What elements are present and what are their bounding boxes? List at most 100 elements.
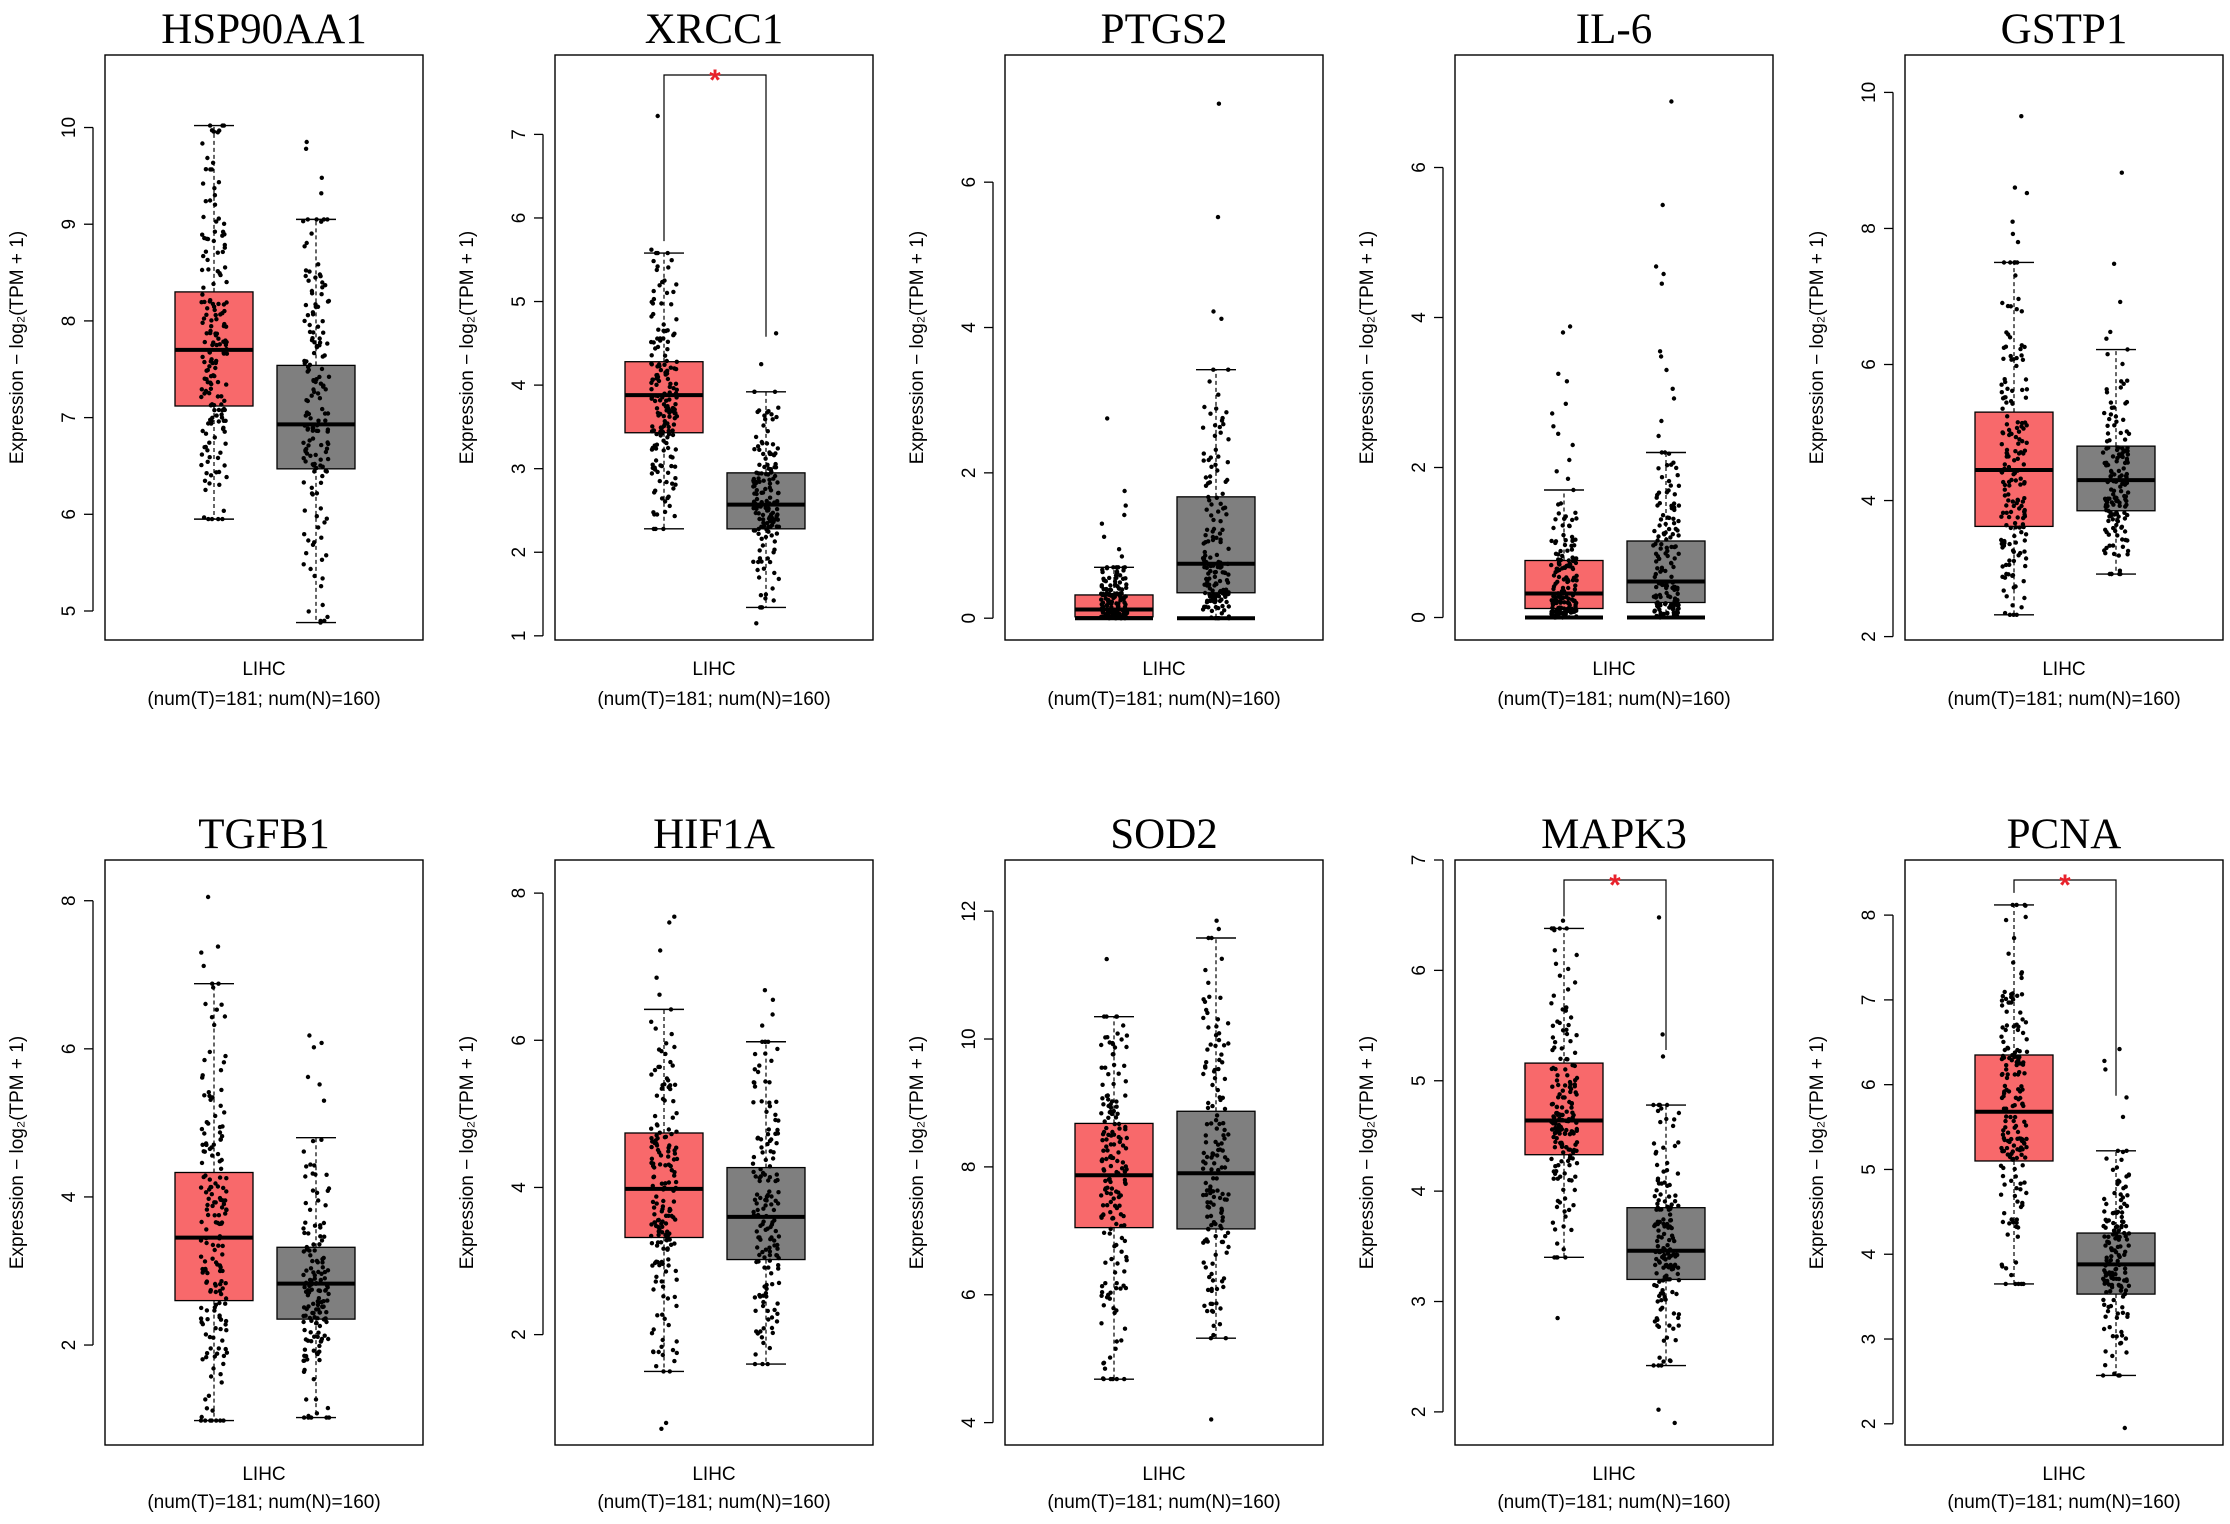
data-point bbox=[769, 1315, 775, 1320]
data-point bbox=[224, 346, 229, 352]
data-point bbox=[1222, 1197, 1228, 1202]
data-point bbox=[1213, 462, 1218, 467]
data-point bbox=[1110, 1042, 1116, 1047]
data-point bbox=[767, 1104, 773, 1109]
data-point bbox=[1663, 568, 1668, 574]
data-point bbox=[1564, 1145, 1569, 1150]
data-point bbox=[2114, 522, 2119, 528]
data-point bbox=[1115, 1031, 1120, 1036]
data-point bbox=[766, 529, 771, 534]
data-point bbox=[208, 1288, 213, 1293]
data-point bbox=[2004, 1114, 2009, 1119]
data-point bbox=[1567, 602, 1572, 608]
x-axis-sublabel: (num(T)=181; num(N)=160) bbox=[597, 1492, 830, 1513]
data-point bbox=[775, 499, 780, 504]
data-point bbox=[2103, 1243, 2108, 1248]
y-axis-label: Expression − log₂(TPM + 1) bbox=[457, 231, 478, 464]
data-point bbox=[208, 374, 214, 379]
data-point bbox=[309, 491, 315, 496]
data-point bbox=[759, 502, 765, 507]
data-point bbox=[310, 1310, 315, 1316]
data-point bbox=[2122, 529, 2128, 534]
data-point bbox=[1661, 271, 1666, 277]
data-point bbox=[2104, 1219, 2110, 1224]
data-point bbox=[1574, 1075, 1580, 1081]
data-point bbox=[1670, 1123, 1676, 1129]
data-point bbox=[309, 1278, 314, 1283]
data-point bbox=[1114, 1221, 1119, 1227]
data-point bbox=[303, 1313, 308, 1318]
data-point bbox=[1211, 309, 1216, 314]
data-point bbox=[310, 1258, 315, 1264]
data-point bbox=[1565, 1158, 1571, 1164]
data-point bbox=[668, 365, 673, 370]
data-point bbox=[1572, 587, 1578, 592]
data-point bbox=[1558, 1140, 1563, 1146]
data-point bbox=[1107, 1296, 1113, 1301]
data-point bbox=[305, 217, 310, 222]
data-point bbox=[1662, 1180, 1667, 1185]
data-point bbox=[2115, 455, 2120, 461]
data-point bbox=[1559, 1127, 1565, 1132]
data-point bbox=[2013, 449, 2018, 454]
data-point bbox=[1560, 595, 1566, 600]
data-point bbox=[1110, 615, 1116, 620]
data-point bbox=[1566, 1022, 1571, 1028]
data-point bbox=[773, 331, 779, 336]
data-point bbox=[207, 1187, 212, 1192]
data-point bbox=[2106, 1234, 2111, 1240]
data-point bbox=[2107, 543, 2112, 548]
data-point bbox=[1666, 1225, 1671, 1230]
data-point bbox=[218, 1372, 223, 1377]
data-point bbox=[2012, 1114, 2018, 1120]
data-point bbox=[671, 289, 676, 295]
data-point bbox=[2111, 492, 2116, 497]
data-point bbox=[1998, 1192, 2004, 1197]
data-point bbox=[211, 238, 216, 244]
data-point bbox=[666, 1180, 672, 1185]
data-point bbox=[1664, 1102, 1670, 1108]
data-point bbox=[1114, 1281, 1119, 1286]
data-point bbox=[754, 1192, 760, 1197]
data-point bbox=[2120, 1149, 2126, 1155]
data-point bbox=[2022, 496, 2027, 501]
data-point bbox=[666, 424, 671, 430]
data-point bbox=[1555, 1198, 1561, 1204]
data-point bbox=[1553, 551, 1559, 556]
data-point bbox=[313, 304, 318, 309]
data-point bbox=[2107, 438, 2112, 443]
data-point bbox=[652, 490, 657, 495]
data-point bbox=[672, 1082, 678, 1088]
panel-title: PTGS2 bbox=[1101, 6, 1228, 53]
data-point bbox=[211, 403, 217, 408]
data-point bbox=[1201, 1192, 1206, 1198]
data-point bbox=[1101, 1167, 1106, 1172]
data-point bbox=[1675, 587, 1680, 592]
data-point bbox=[1200, 556, 1206, 561]
data-point bbox=[308, 566, 313, 572]
data-point bbox=[1567, 561, 1572, 566]
y-tick-label: 12 bbox=[959, 901, 980, 922]
data-point bbox=[670, 481, 675, 486]
data-point bbox=[1663, 521, 1668, 527]
data-point bbox=[1672, 492, 1678, 497]
data-point bbox=[775, 1311, 780, 1317]
data-point bbox=[215, 455, 221, 461]
data-point bbox=[200, 1270, 205, 1275]
data-point bbox=[1562, 1171, 1567, 1176]
data-point bbox=[651, 340, 656, 345]
data-point bbox=[1661, 1169, 1666, 1174]
data-point bbox=[2109, 1246, 2114, 1251]
data-point bbox=[662, 391, 667, 396]
plot-frame bbox=[104, 859, 424, 1446]
data-point bbox=[1215, 616, 1220, 621]
data-point bbox=[2012, 1166, 2017, 1172]
data-point bbox=[649, 429, 655, 434]
data-point bbox=[2006, 498, 2011, 503]
data-point bbox=[307, 438, 312, 443]
data-point bbox=[199, 387, 204, 392]
data-point bbox=[317, 374, 322, 380]
data-point bbox=[1564, 575, 1569, 580]
data-point bbox=[1663, 1297, 1668, 1302]
